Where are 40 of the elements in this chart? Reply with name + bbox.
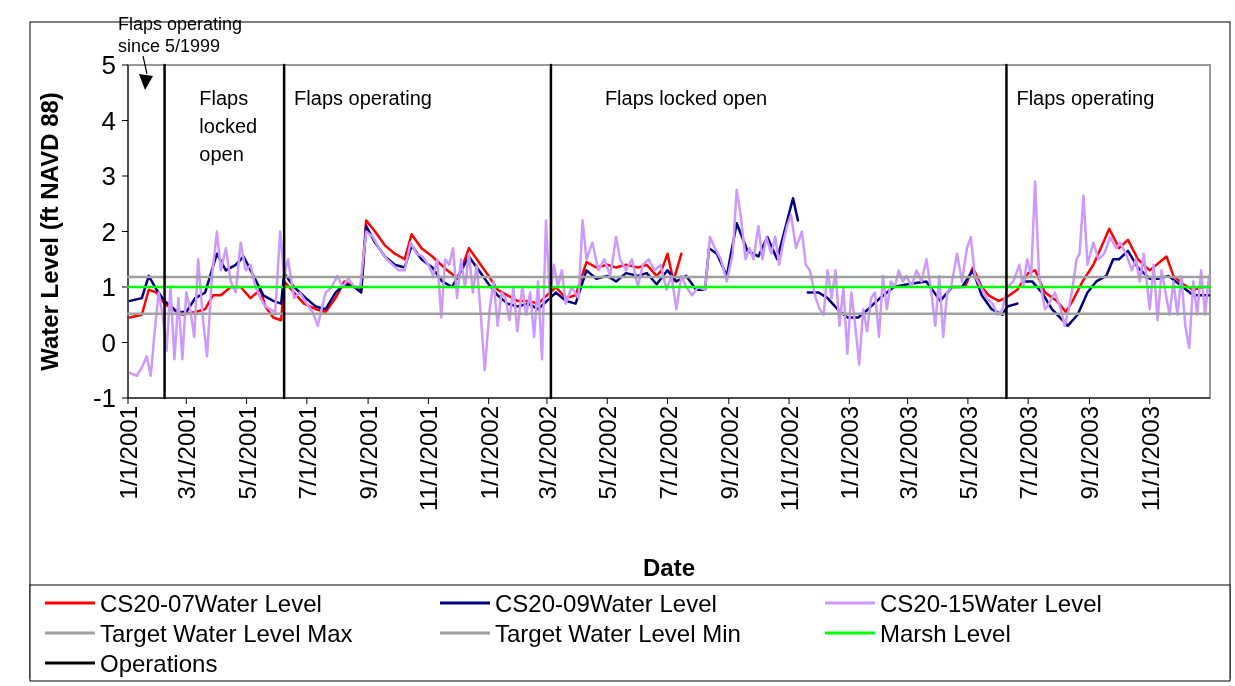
- x-tick-label: 1/1/2002: [475, 406, 503, 500]
- x-tick-label: 9/1/2001: [355, 406, 383, 500]
- x-tick-label: 11/1/2001: [415, 406, 443, 511]
- legend-label: CS20-09Water Level: [495, 590, 717, 617]
- y-tick-label: 4: [101, 105, 116, 136]
- x-tick-label: 11/1/2003: [1136, 406, 1164, 511]
- legend-label: Target Water Level Min: [495, 620, 741, 647]
- y-tick-label: 2: [101, 216, 116, 247]
- x-tick-label: 11/1/2002: [776, 406, 804, 511]
- line-series: [128, 180, 1211, 378]
- x-tick-label: 9/1/2002: [715, 406, 743, 500]
- x-tick-label: 5/1/2003: [954, 406, 982, 500]
- x-tick-label: 5/1/2002: [594, 406, 622, 500]
- x-tick-label: 9/1/2003: [1076, 406, 1104, 500]
- x-tick-label: 7/1/2001: [293, 406, 321, 500]
- legend-label: Marsh Level: [880, 620, 1011, 647]
- x-tick-label: 3/1/2003: [894, 406, 922, 500]
- y-tick-label: 5: [101, 50, 116, 80]
- y-tick-label: 1: [101, 272, 116, 302]
- x-axis-title: Date: [642, 554, 696, 581]
- annotation: Flaps locked open: [199, 87, 258, 165]
- x-tick-label: 1/1/2003: [836, 406, 864, 500]
- x-tick-label: 5/1/2001: [233, 406, 261, 500]
- x-tick-label: 7/1/2002: [654, 406, 682, 500]
- y-tick-label: -1: [92, 383, 116, 413]
- legend-label: CS20-15Water Level: [880, 590, 1102, 617]
- annotation: Flaps operating: [1016, 87, 1155, 109]
- x-tick-label: 3/1/2001: [173, 406, 201, 500]
- legend-label: Target Water Level Max: [100, 620, 353, 647]
- y-tick-label: 3: [101, 161, 116, 191]
- legend-label: CS20-07Water Level: [100, 590, 322, 617]
- x-tick-label: 1/1/2001: [115, 406, 142, 500]
- x-tick-label: 7/1/2003: [1015, 406, 1043, 500]
- y-axis-title: Water Level (ft NAVD 88): [36, 92, 63, 371]
- annotation: Flaps operating: [294, 87, 432, 109]
- annotation: Flaps locked open: [604, 87, 768, 109]
- x-tick-label: 3/1/2002: [533, 406, 561, 500]
- y-tick-label: 0: [101, 327, 116, 358]
- text: Flaps operating since 5/1999: [118, 14, 243, 56]
- legend-label: Operations: [100, 650, 218, 677]
